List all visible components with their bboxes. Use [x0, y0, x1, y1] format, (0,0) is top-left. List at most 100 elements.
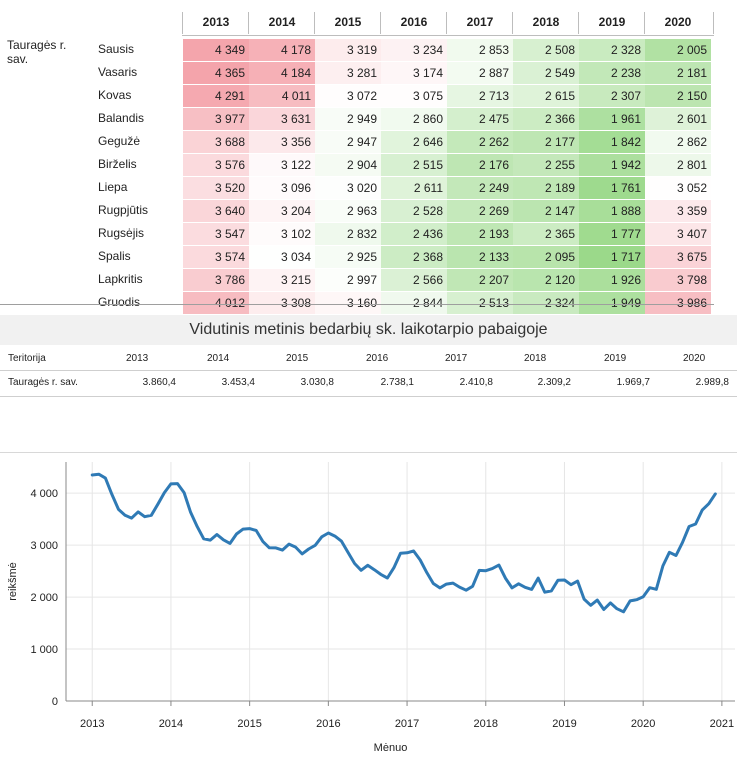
x-tick-label: 2020	[631, 718, 655, 730]
heatmap-cell: 2 269	[447, 200, 513, 222]
heatmap-year-header: 2017	[466, 15, 494, 29]
month-label: Sausis	[98, 42, 135, 56]
heatmap-year-header: 2013	[202, 15, 230, 29]
month-label: Rugpjūtis	[98, 203, 149, 217]
month-label: Kovas	[98, 88, 132, 102]
heatmap-year-header: 2019	[598, 15, 626, 29]
heatmap-cell: 3 204	[249, 200, 315, 222]
summary-value: 3.453,4	[221, 377, 255, 388]
heatmap-header-divider	[578, 12, 579, 34]
heatmap-cell: 2 963	[315, 200, 381, 222]
heatmap-header-divider	[314, 12, 315, 34]
y-tick-label: 3 000	[30, 540, 58, 552]
heatmap-cell: 1 777	[579, 223, 645, 245]
heatmap-cell: 2 615	[513, 85, 579, 107]
heatmap-cell: 2 862	[645, 131, 711, 153]
heatmap-cell: 3 281	[315, 62, 381, 84]
heatmap-header-divider	[446, 12, 447, 34]
summary-year-header: 2016	[366, 353, 389, 364]
month-label: Liepa	[98, 180, 128, 194]
heatmap-cell: 1 949	[579, 292, 645, 314]
heatmap-cell: 3 359	[645, 200, 711, 222]
summary-value: 3.860,4	[142, 377, 176, 388]
heatmap-cell: 3 547	[183, 223, 249, 245]
heatmap-cell: 2 947	[315, 131, 381, 153]
summary-year-header: 2017	[445, 353, 468, 364]
heatmap-header-divider	[644, 12, 645, 34]
heatmap-cell: 3 174	[381, 62, 447, 84]
heatmap-cell: 3 075	[381, 85, 447, 107]
heatmap-header-divider	[380, 12, 381, 34]
x-tick-label: 2017	[395, 718, 419, 730]
heatmap-cell: 2 508	[513, 39, 579, 61]
heatmap-cell: 2 566	[381, 269, 447, 291]
unemployment-line-chart: 0 1 000 2 000 3 000 4 000 2013 2014 2015 2016 201…	[7, 462, 735, 754]
month-label: Spalis	[98, 249, 131, 263]
heatmap-cell: 4 011	[249, 85, 315, 107]
heatmap-cell: 4 184	[249, 62, 315, 84]
heatmap-cell: 1 717	[579, 246, 645, 268]
x-tick-label: 2015	[237, 718, 261, 730]
heatmap-cell: 2 365	[513, 223, 579, 245]
heatmap-cell: 3 574	[183, 246, 249, 268]
heatmap-cell: 1 888	[579, 200, 645, 222]
heatmap-cell: 1 842	[579, 131, 645, 153]
heatmap-cell: 2 193	[447, 223, 513, 245]
heatmap-cell: 1 926	[579, 269, 645, 291]
summary-year-header: 2018	[524, 353, 547, 364]
summary-value: 1.969,7	[616, 377, 650, 388]
heatmap-cell: 3 407	[645, 223, 711, 245]
heatmap-year-header: 2018	[532, 15, 560, 29]
month-label: Gegužė	[98, 134, 141, 148]
heatmap-cell: 3 520	[183, 177, 249, 199]
heatmap-cell: 2 713	[447, 85, 513, 107]
heatmap-cell: 2 120	[513, 269, 579, 291]
heatmap-cell: 3 020	[315, 177, 381, 199]
summary-year-header: 2019	[604, 353, 627, 364]
heatmap-cell: 2 949	[315, 108, 381, 130]
heatmap-cell: 2 207	[447, 269, 513, 291]
x-tick-label: 2016	[316, 718, 340, 730]
heatmap-header-divider	[248, 12, 249, 34]
heatmap-cell: 3 640	[183, 200, 249, 222]
territory-label: Tauragės r. sav.	[7, 38, 67, 66]
y-tick-label: 2 000	[30, 592, 58, 604]
heatmap-cell: 3 798	[645, 269, 711, 291]
heatmap-cell: 2 801	[645, 154, 711, 176]
month-label: Lapkritis	[98, 272, 143, 286]
heatmap-cell: 2 189	[513, 177, 579, 199]
y-tick-label: 4 000	[30, 488, 58, 500]
heatmap-cell: 1 761	[579, 177, 645, 199]
heatmap-cell: 2 513	[447, 292, 513, 314]
x-tick-label: 2019	[552, 718, 576, 730]
heatmap-cell: 2 475	[447, 108, 513, 130]
heatmap-cell: 4 012	[183, 292, 249, 314]
heatmap-year-header: 2015	[334, 15, 362, 29]
summary-row-line	[0, 396, 737, 397]
heatmap-cell: 2 262	[447, 131, 513, 153]
summary-value: 3.030,8	[300, 377, 334, 388]
summary-value: 2.309,2	[537, 377, 571, 388]
heatmap-cell: 2 925	[315, 246, 381, 268]
heatmap-cell: 2 611	[381, 177, 447, 199]
heatmap-cell: 2 997	[315, 269, 381, 291]
x-tick-label: 2013	[80, 718, 104, 730]
heatmap-cell: 3 215	[249, 269, 315, 291]
heatmap-header-divider	[713, 12, 714, 34]
heatmap-cell: 2 515	[381, 154, 447, 176]
summary-year-header: 2020	[683, 353, 706, 364]
heatmap-cell: 3 986	[645, 292, 711, 314]
heatmap-cell: 2 150	[645, 85, 711, 107]
heatmap-cell: 2 366	[513, 108, 579, 130]
heatmap-cell: 3 786	[183, 269, 249, 291]
heatmap-cell: 3 234	[381, 39, 447, 61]
heatmap-cell: 3 072	[315, 85, 381, 107]
summary-year-header: 2014	[207, 353, 230, 364]
heatmap-cell: 3 631	[249, 108, 315, 130]
x-tick-label: 2021	[710, 718, 734, 730]
heatmap-cell: 2 255	[513, 154, 579, 176]
heatmap-cell: 3 576	[183, 154, 249, 176]
heatmap-cell: 3 122	[249, 154, 315, 176]
month-label: Birželis	[98, 157, 137, 171]
heatmap-cell: 2 904	[315, 154, 381, 176]
